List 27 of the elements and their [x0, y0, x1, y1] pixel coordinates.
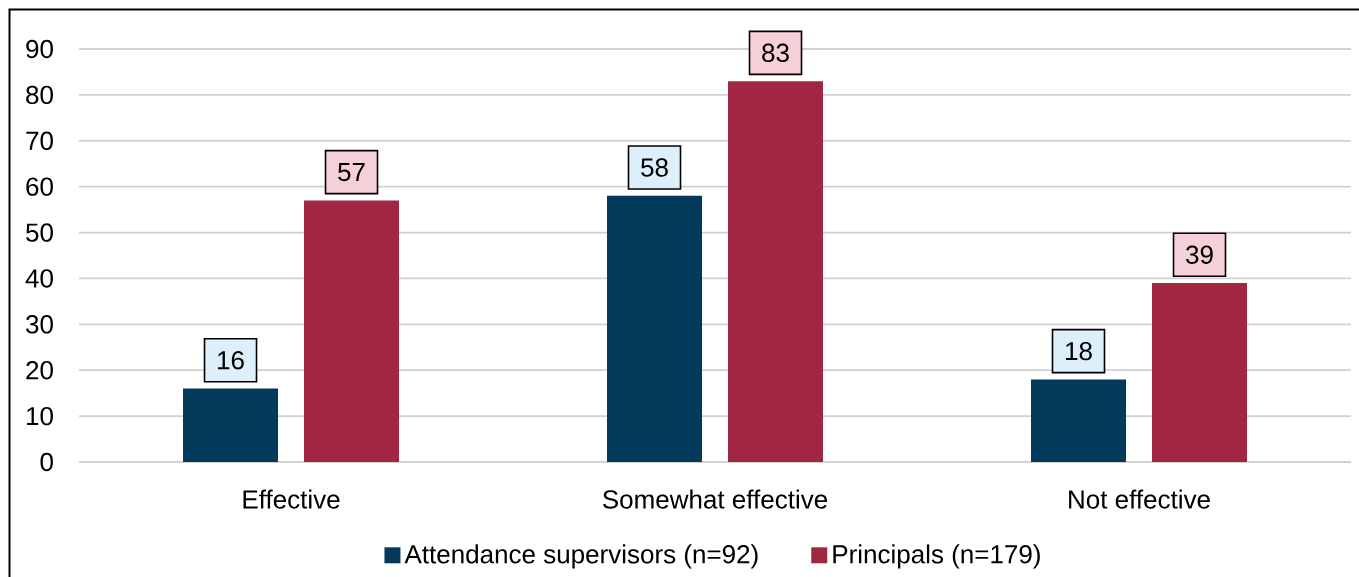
data-label: 18 [1066, 341, 1092, 361]
legend-label: Principals (n=179) [833, 544, 1040, 569]
bar [183, 388, 279, 462]
y-tick-label: 50 [26, 223, 53, 242]
bar [728, 81, 824, 462]
y-tick-label: 70 [26, 131, 53, 150]
y-tick-label: 30 [26, 315, 53, 334]
x-tick-label: Somewhat effective [602, 489, 828, 509]
x-tick-label: Effective [243, 489, 340, 509]
bar [304, 200, 400, 462]
y-tick-label: 20 [26, 361, 53, 380]
y-tick-label: 40 [25, 269, 53, 288]
y-tick-label: 90 [26, 39, 53, 59]
y-tick-label: 80 [26, 85, 53, 105]
data-label: 83 [762, 43, 789, 63]
data-label: 16 [218, 351, 244, 370]
y-tick-label: 10 [27, 406, 53, 426]
y-tick-label: 60 [26, 177, 53, 196]
y-tick-label: 0 [40, 452, 53, 472]
bar [607, 195, 703, 462]
data-label: 58 [641, 158, 668, 177]
data-label: 39 [1186, 245, 1213, 264]
x-tick-label: Not effective [1069, 489, 1210, 509]
bar [1152, 283, 1247, 462]
data-label: 57 [338, 163, 365, 182]
legend-label: Attendance supervisors (n=92) [404, 544, 758, 569]
bar [1031, 379, 1126, 462]
